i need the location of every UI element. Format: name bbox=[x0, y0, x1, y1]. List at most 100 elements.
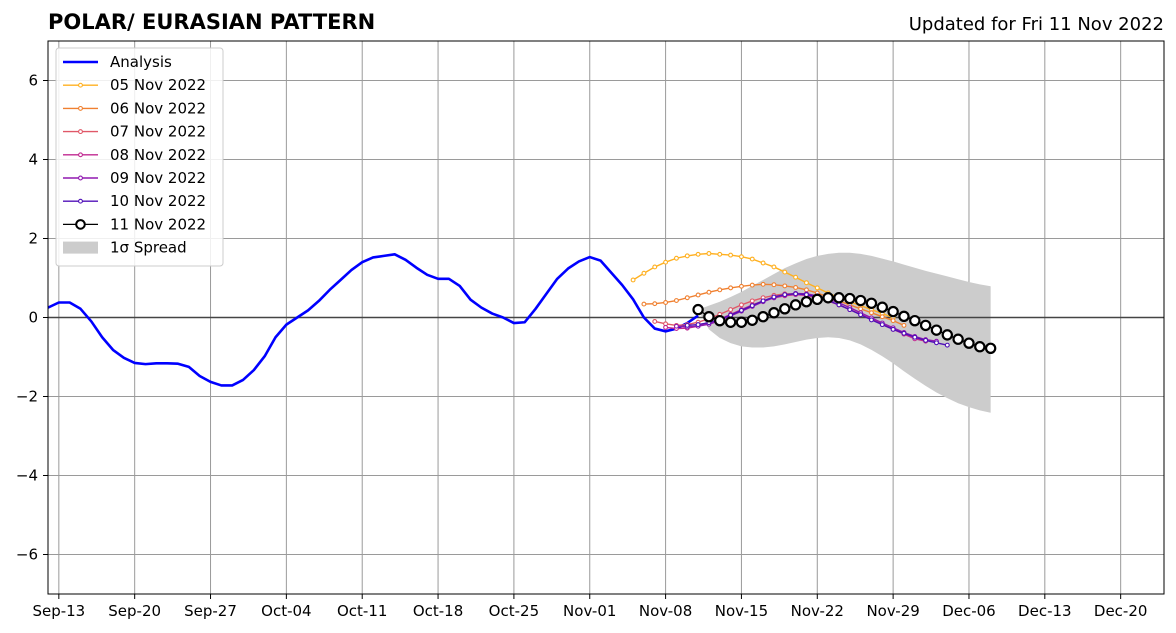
x-tick-label: Sep-20 bbox=[108, 602, 161, 620]
forecast-point bbox=[923, 337, 929, 343]
legend-label: 06 Nov 2022 bbox=[110, 99, 206, 117]
analysis-line bbox=[47, 253, 699, 387]
legend-entry-forecast: 08 Nov 2022 bbox=[63, 146, 206, 164]
forecast-point bbox=[749, 303, 755, 309]
ensemble-mean-point bbox=[876, 301, 888, 313]
x-axis-ticks: Sep-13 Sep-20 Sep-27 Oct-04 Oct-11 Oct-18 Oct-… bbox=[32, 594, 1147, 620]
forecast-point bbox=[901, 322, 907, 328]
legend-label: 07 Nov 2022 bbox=[110, 123, 206, 141]
chart-subtitle: Updated for Fri 11 Nov 2022 bbox=[909, 14, 1164, 35]
forecast-point bbox=[738, 283, 744, 289]
forecast-point bbox=[803, 287, 809, 293]
forecast-point bbox=[879, 314, 885, 320]
forecast-point bbox=[684, 295, 690, 301]
forecast-point bbox=[782, 292, 788, 298]
forecast-point bbox=[749, 256, 755, 262]
legend-label: 1σ Spread bbox=[110, 239, 187, 257]
forecast-point bbox=[803, 280, 809, 286]
analysis-layer bbox=[47, 253, 699, 387]
ensemble-mean-point bbox=[833, 292, 845, 304]
legend-marker bbox=[78, 82, 83, 88]
forecast-point bbox=[793, 291, 799, 297]
ensemble-mean-point bbox=[714, 314, 726, 327]
x-tick-label: Oct-04 bbox=[261, 602, 311, 620]
x-tick-label: Nov-29 bbox=[866, 602, 919, 620]
legend-box bbox=[55, 47, 224, 267]
forecast-point bbox=[771, 294, 777, 300]
forecast-point bbox=[695, 251, 701, 257]
legend-marker bbox=[78, 152, 83, 158]
forecast-point bbox=[944, 342, 950, 348]
ensemble-mean-point bbox=[746, 314, 758, 326]
ensemble-mean-layer bbox=[692, 292, 997, 355]
legend-marker bbox=[78, 129, 83, 135]
forecast-point bbox=[684, 322, 690, 328]
x-tick-label: Dec-20 bbox=[1094, 602, 1148, 620]
forecast-point bbox=[749, 298, 755, 304]
legend-swatch bbox=[63, 241, 98, 254]
forecast-point bbox=[695, 292, 701, 298]
legend-entry-analysis: Analysis bbox=[63, 53, 172, 71]
ensemble-mean-point bbox=[789, 299, 802, 311]
ensemble-mean-point bbox=[768, 307, 780, 319]
forecast-point bbox=[879, 322, 885, 328]
ensemble-mean-point bbox=[844, 292, 856, 305]
forecast-point bbox=[912, 334, 918, 340]
ensemble-mean-point bbox=[703, 311, 715, 323]
ensemble-mean-point bbox=[963, 337, 975, 349]
ensemble-mean-point bbox=[800, 296, 813, 308]
ensemble-mean-point bbox=[941, 329, 954, 341]
forecast-point bbox=[706, 289, 712, 295]
forecast-point bbox=[641, 270, 647, 276]
x-tick-label: Sep-13 bbox=[32, 602, 85, 620]
forecast-point bbox=[673, 298, 679, 303]
legend-label: Analysis bbox=[110, 53, 172, 71]
spread-band bbox=[698, 252, 991, 413]
ensemble-mean-point bbox=[898, 310, 910, 323]
ensemble-mean-point bbox=[974, 341, 986, 353]
forecast-point bbox=[793, 285, 799, 290]
legend-marker bbox=[78, 175, 83, 181]
legend-entry-mean: 11 Nov 2022 bbox=[63, 215, 206, 233]
legend-label: 10 Nov 2022 bbox=[110, 192, 206, 210]
y-tick-label: 0 bbox=[28, 309, 38, 327]
forecast-point bbox=[901, 330, 907, 336]
forecast-point bbox=[934, 340, 939, 346]
forecast-point bbox=[793, 274, 799, 280]
spread-layer bbox=[698, 252, 991, 413]
forecast-point bbox=[869, 310, 874, 316]
forecast-point bbox=[836, 302, 842, 308]
legend-marker bbox=[75, 219, 86, 230]
forecast-point bbox=[663, 300, 669, 305]
chart-title: POLAR/ EURASIAN PATTERN bbox=[48, 10, 375, 34]
forecast-point bbox=[858, 312, 864, 318]
forecast-point bbox=[890, 318, 896, 324]
y-tick-label: −2 bbox=[16, 388, 38, 406]
x-tick-label: Dec-13 bbox=[1018, 602, 1072, 620]
x-tick-label: Nov-22 bbox=[791, 602, 844, 620]
forecast-point bbox=[673, 255, 679, 261]
legend-label: 05 Nov 2022 bbox=[110, 76, 206, 94]
legend-entry-forecast: 06 Nov 2022 bbox=[63, 99, 206, 117]
forecast-point bbox=[717, 287, 723, 293]
forecast-point bbox=[760, 298, 766, 304]
ensemble-mean-point bbox=[919, 319, 932, 332]
y-tick-label: −6 bbox=[16, 546, 38, 564]
forecast-point bbox=[652, 264, 658, 270]
ensemble-mean-point bbox=[930, 324, 943, 336]
forecast-point bbox=[663, 324, 669, 330]
x-tick-label: Oct-25 bbox=[489, 602, 539, 620]
legend-entry-forecast: 10 Nov 2022 bbox=[63, 192, 206, 210]
legend-label: 08 Nov 2022 bbox=[110, 146, 206, 164]
legend: Analysis 05 Nov 2022 06 Nov 2022 07 Nov 202… bbox=[55, 47, 224, 267]
forecast-point bbox=[728, 307, 734, 313]
legend-entry-spread: 1σ Spread bbox=[63, 239, 187, 257]
forecast-point bbox=[652, 319, 658, 324]
x-tick-label: Nov-15 bbox=[715, 602, 768, 620]
forecast-point bbox=[706, 251, 712, 256]
forecast-point bbox=[858, 306, 864, 312]
ensemble-mean-point bbox=[779, 303, 791, 315]
x-tick-label: Oct-18 bbox=[413, 602, 463, 620]
forecast-point bbox=[749, 282, 755, 288]
